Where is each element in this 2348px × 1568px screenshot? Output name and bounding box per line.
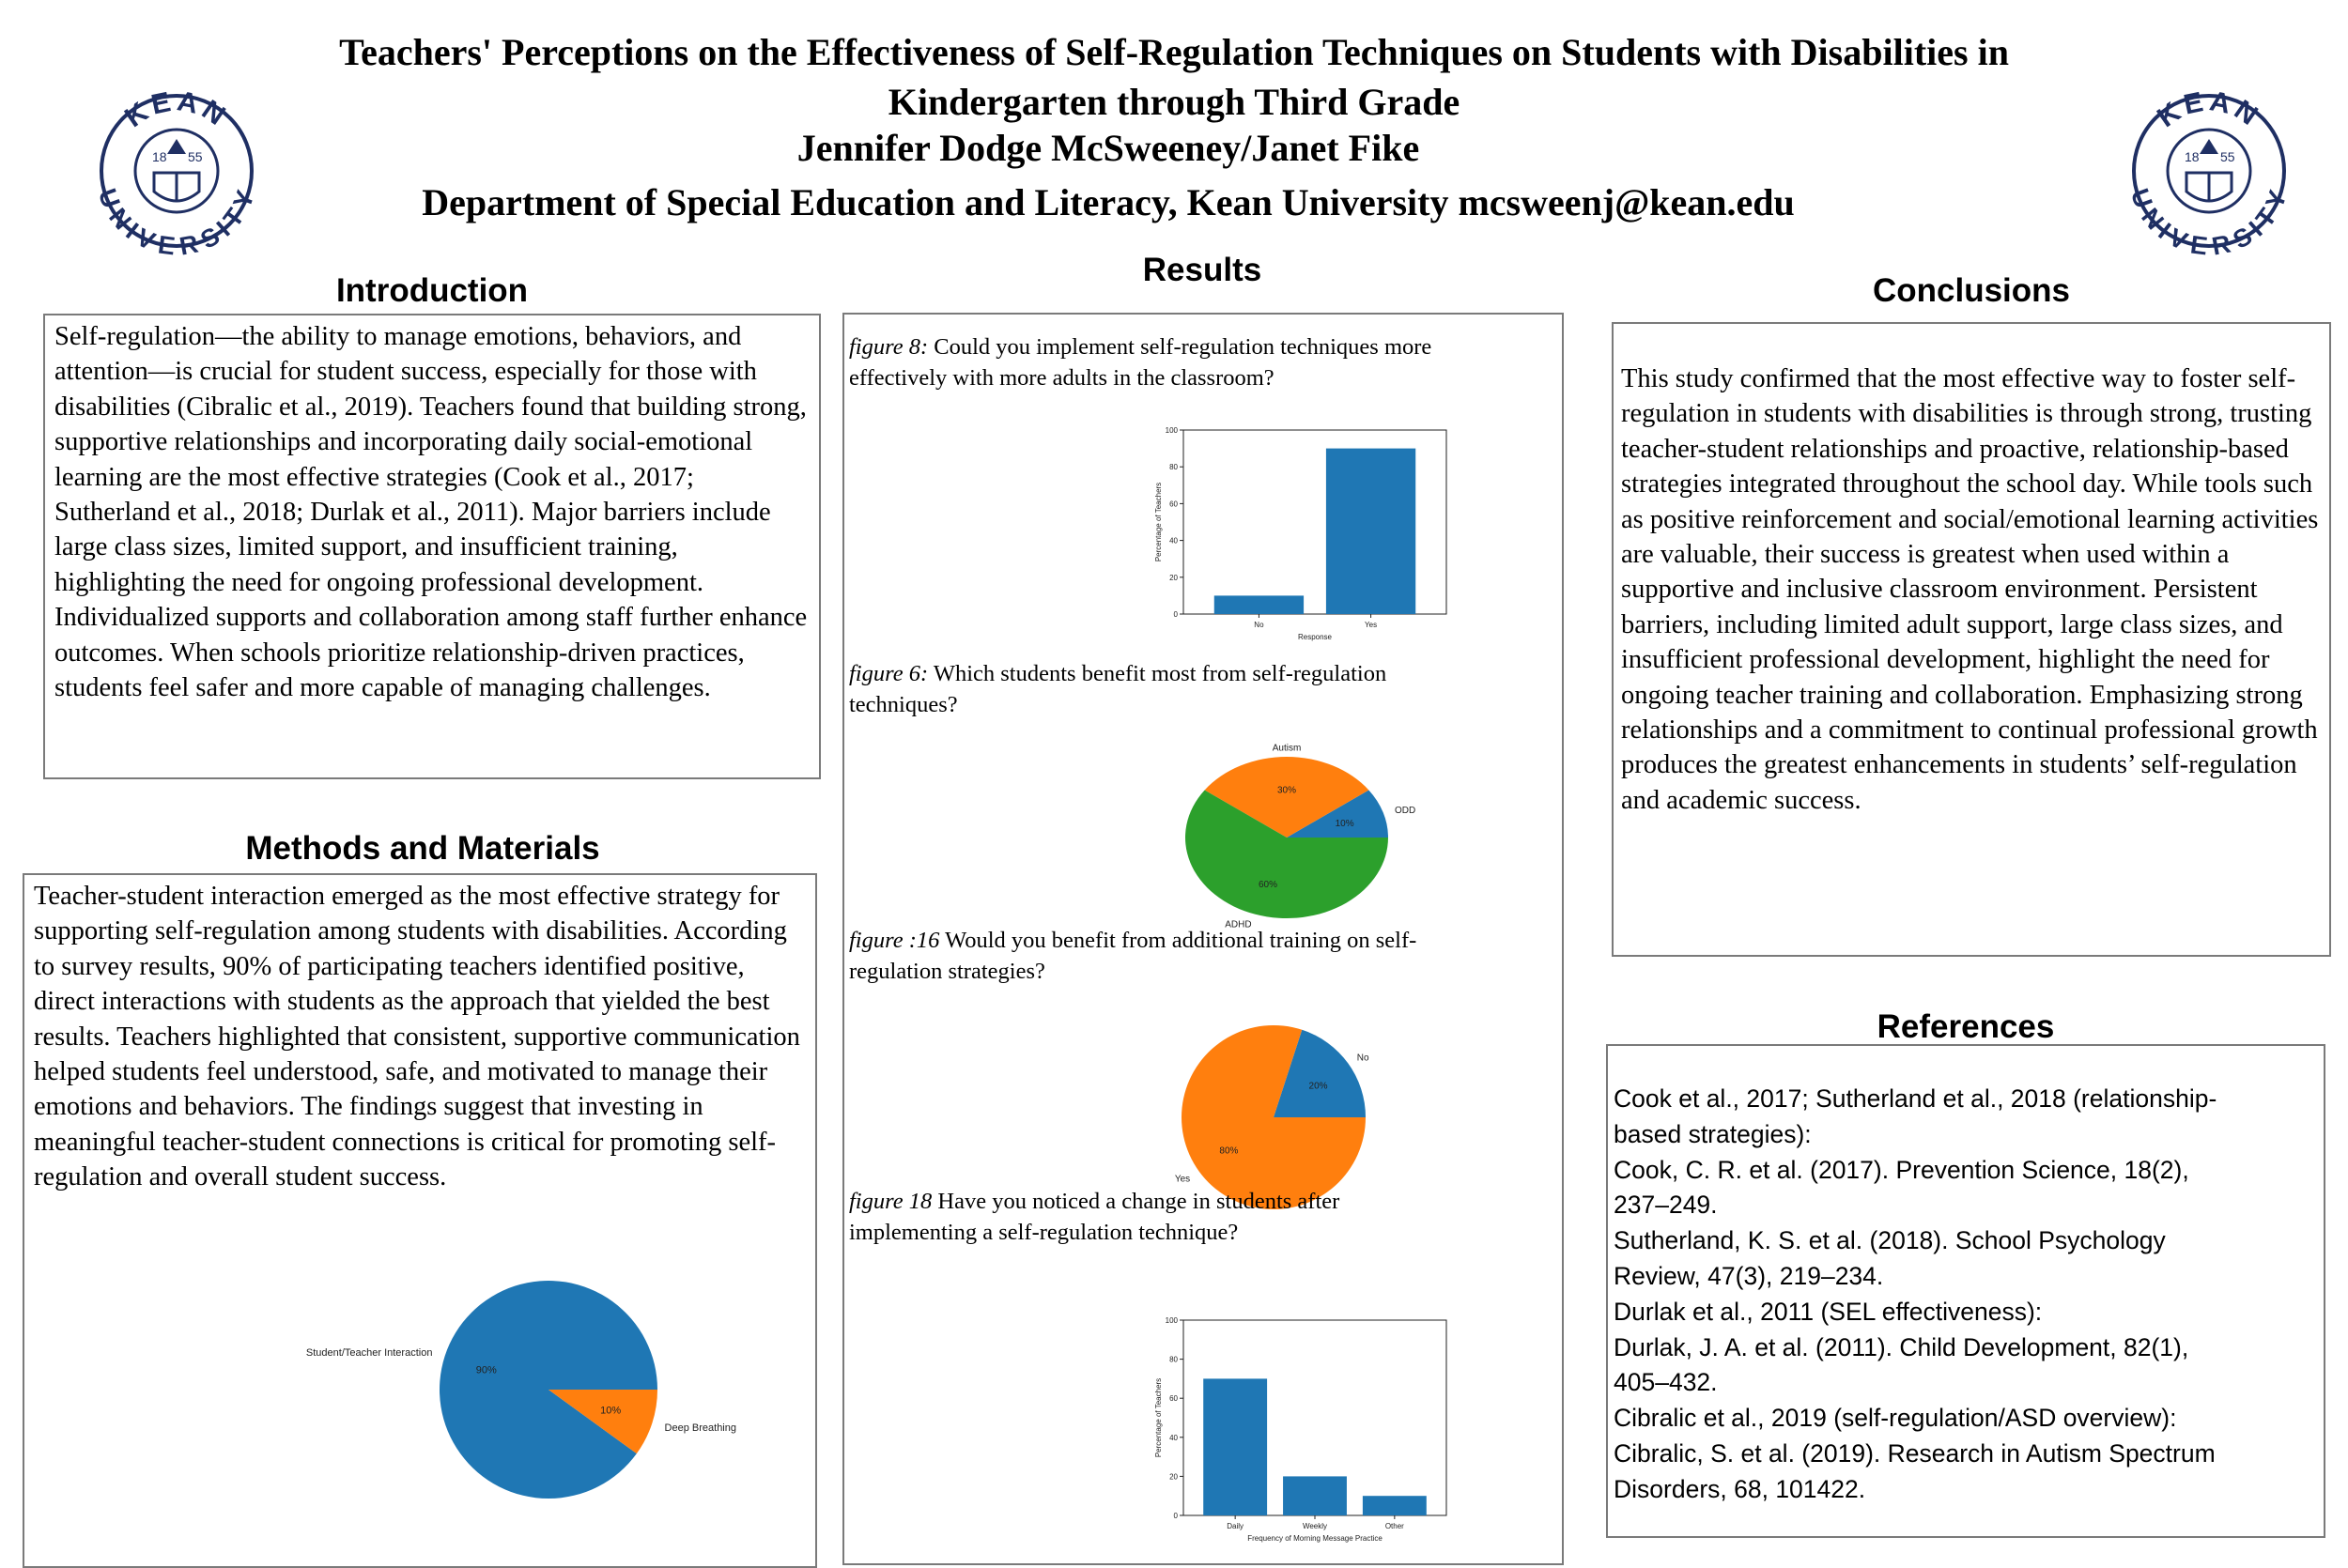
- y-tick-label: 40: [1169, 1434, 1178, 1442]
- y-tick-label: 0: [1174, 610, 1179, 619]
- reference-line: Cook et al., 2017; Sutherland et al., 20…: [1614, 1084, 2217, 1113]
- kean-seal-logo-left: KEAN UNIVERSITY 18 55: [98, 85, 255, 261]
- x-tick-label: Yes: [1365, 621, 1377, 629]
- results-box: [842, 313, 1564, 1565]
- y-tick-label: 80: [1169, 463, 1178, 471]
- pie-value-label: 10%: [600, 1406, 621, 1417]
- svg-text:18: 18: [2185, 149, 2200, 164]
- methods-text: Teacher-student interaction emerged as t…: [34, 882, 800, 1192]
- pie-slice-odd: [1287, 790, 1388, 838]
- y-axis-label: Percentage of Teachers: [1154, 1378, 1163, 1457]
- pie-value-label: 80%: [1219, 1146, 1238, 1157]
- x-axis-label: Frequency of Morning Message Practice: [1247, 1534, 1383, 1543]
- reference-line: Cibralic et al., 2019 (self-regulation/A…: [1614, 1404, 2177, 1433]
- y-axis-label: Percentage of Teachers: [1154, 483, 1163, 561]
- results-heading: Results: [1142, 252, 1262, 288]
- figure-8-bar-chart: 0 20 40 60 80 100 No Yes Response Percentage of T…: [1154, 426, 1447, 641]
- conclusions-text: This study confirmed that the most effec…: [1621, 364, 2319, 815]
- figure-16-label: figure :16: [849, 928, 940, 953]
- methods-box: Teacher-student interaction emerged as t…: [23, 873, 817, 1568]
- poster-affiliation: Department of Special Education and Lite…: [422, 181, 1795, 223]
- reference-line: Cibralic, S. et al. (2019). Research in …: [1614, 1438, 2216, 1468]
- pie-category-label: Deep Breathing: [665, 1422, 736, 1434]
- reference-line: 405–432.: [1614, 1368, 1718, 1397]
- y-tick-label: 60: [1169, 1394, 1178, 1403]
- y-tick-label: 80: [1169, 1356, 1178, 1364]
- methods-pie-chart: Student/Teacher Interaction 90% Deep Breat…: [306, 1281, 736, 1499]
- conclusions-box: This study confirmed that the most effec…: [1612, 322, 2331, 957]
- figure-18-label: figure 18: [849, 1189, 933, 1214]
- x-tick-label: Weekly: [1303, 1522, 1327, 1530]
- reference-line: Durlak, J. A. et al. (2011). Child Devel…: [1614, 1332, 2189, 1361]
- introduction-text: Self-regulation—the ability to manage em…: [54, 322, 808, 703]
- reference-line: Disorders, 68, 101422.: [1614, 1474, 1866, 1503]
- y-tick-label: 100: [1166, 1316, 1179, 1325]
- figure-18-question: figure 18 Have you noticed a change in s…: [849, 1189, 1340, 1245]
- pie-category-label: No: [1357, 1053, 1369, 1063]
- pie-category-label: ODD: [1395, 806, 1415, 816]
- svg-text:KEAN: KEAN: [119, 85, 234, 133]
- pie-slice-deep-breathing: [548, 1390, 657, 1454]
- figure-8-question: figure 8: Could you implement self-regul…: [849, 334, 1432, 391]
- reference-line: Cook, C. R. et al. (2017). Prevention Sc…: [1614, 1155, 2189, 1184]
- bar-no: [1213, 595, 1305, 614]
- svg-text:KEAN: KEAN: [2152, 85, 2266, 133]
- bar-daily: [1203, 1378, 1268, 1515]
- pie-value-label: 60%: [1259, 880, 1277, 890]
- x-tick-label: Other: [1385, 1522, 1404, 1530]
- figure-6-pie-chart: ODD 10% Autism 30% ADHD 60%: [1185, 744, 1415, 930]
- svg-text:18: 18: [152, 149, 167, 164]
- y-tick-label: 0: [1174, 1512, 1179, 1520]
- pie-slice-no: [1274, 1029, 1366, 1117]
- figure-16-pie-chart: No 20% Yes 80%: [1175, 1025, 1369, 1209]
- references-list: Cook et al., 2017; Sutherland et al., 20…: [1614, 1082, 2318, 1508]
- poster-authors: Jennifer Dodge McSweeney/Janet Fike: [796, 127, 1420, 169]
- svg-text:55: 55: [2220, 149, 2235, 164]
- svg-text:55: 55: [188, 149, 203, 164]
- pie-value-label: 90%: [476, 1364, 497, 1376]
- y-tick-label: 60: [1169, 500, 1178, 508]
- pie-value-label: 10%: [1336, 819, 1354, 829]
- x-axis-label: Response: [1298, 633, 1333, 641]
- pie-category-label: Yes: [1175, 1175, 1190, 1185]
- figure-16-question: figure :16 Would you benefit from additi…: [849, 928, 1417, 984]
- y-tick-label: 40: [1169, 537, 1178, 546]
- pie-category-label: ADHD: [1225, 920, 1251, 930]
- plot-frame: [1182, 429, 1447, 615]
- reference-line: 237–249.: [1614, 1191, 1718, 1220]
- pie-value-label: 30%: [1277, 785, 1296, 795]
- pie-category-label: Autism: [1273, 744, 1302, 754]
- references-box: Cook et al., 2017; Sutherland et al., 20…: [1606, 1044, 2325, 1538]
- reference-line: Review, 47(3), 219–234.: [1614, 1261, 1884, 1290]
- references-heading: References: [1877, 1008, 2055, 1045]
- kean-seal-logo-right: KEAN UNIVERSITY 18 55: [2130, 85, 2288, 261]
- reference-line: based strategies):: [1614, 1119, 1812, 1148]
- conclusions-heading: Conclusions: [1872, 272, 2071, 309]
- x-tick-label: Daily: [1227, 1522, 1244, 1530]
- reference-line: Sutherland, K. S. et al. (2018). School …: [1614, 1226, 2166, 1255]
- pie-value-label: 20%: [1309, 1081, 1328, 1091]
- figure-6-label: figure 6:: [849, 661, 929, 686]
- pie-slice-adhd: [1185, 790, 1388, 918]
- methods-heading: Methods and Materials: [245, 830, 600, 867]
- y-tick-label: 100: [1166, 426, 1179, 435]
- x-tick-label: No: [1254, 621, 1264, 629]
- pie-category-label: Student/Teacher Interaction: [306, 1347, 433, 1359]
- introduction-box: Self-regulation—the ability to manage em…: [43, 314, 821, 779]
- y-tick-label: 20: [1169, 1472, 1178, 1481]
- poster-title-line-2: Kindergarten through Third Grade: [888, 81, 1460, 123]
- y-tick-label: 20: [1169, 574, 1178, 582]
- pie-slice-autism: [1204, 757, 1369, 838]
- poster-title-line-1: Teachers' Perceptions on the Effectivene…: [339, 31, 2009, 73]
- reference-line: Durlak et al., 2011 (SEL effectiveness):: [1614, 1297, 2043, 1326]
- figure-6-question: figure 6: Which students benefit most fr…: [849, 661, 1387, 717]
- pie-slice-yes: [1182, 1025, 1366, 1209]
- bar-other: [1362, 1496, 1427, 1515]
- bar-yes: [1325, 448, 1416, 614]
- figure-8-label: figure 8:: [849, 334, 929, 360]
- bar-weekly: [1283, 1476, 1347, 1515]
- introduction-heading: Introduction: [335, 272, 529, 309]
